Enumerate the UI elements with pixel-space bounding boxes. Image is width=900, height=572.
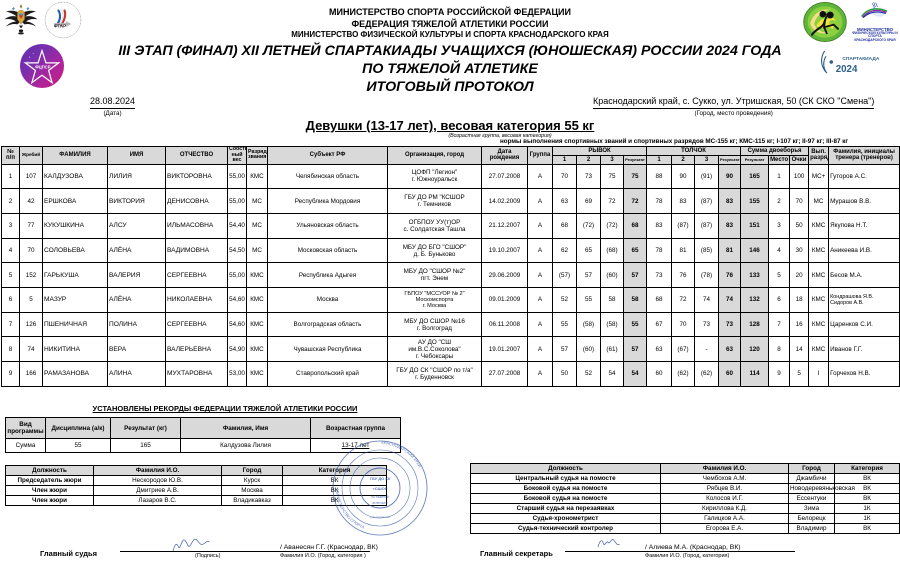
svg-text:КРАСНОДАРСКИЙ КРАЙ: КРАСНОДАРСКИЙ КРАЙ xyxy=(381,440,422,468)
svg-text:ГБУ ДО КК: ГБУ ДО КК xyxy=(370,476,391,481)
svg-text:по тяжелой: по тяжелой xyxy=(371,495,389,499)
svg-text:атлетике»: атлетике» xyxy=(372,501,388,505)
svg-text:«СШОР: «СШОР xyxy=(373,486,388,491)
svg-text:для документов: для документов xyxy=(370,516,390,519)
